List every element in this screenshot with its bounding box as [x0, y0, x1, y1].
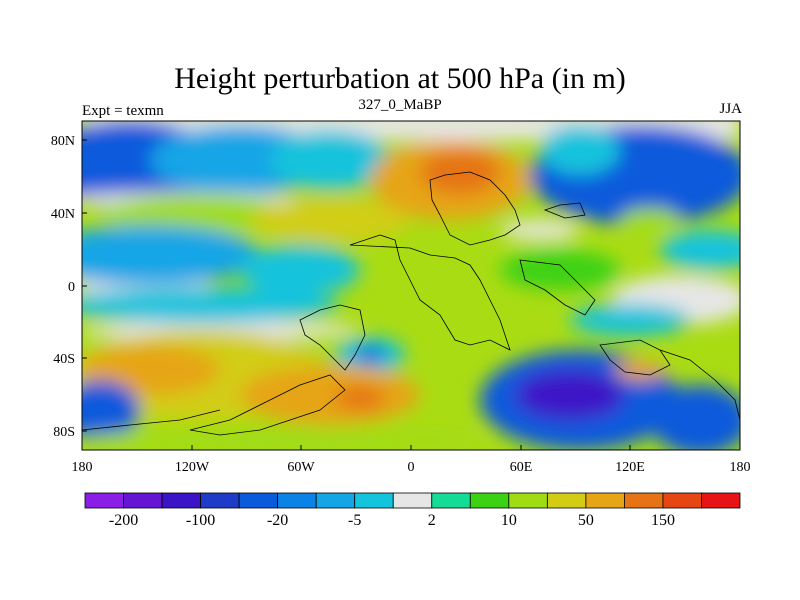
x-tick-label: 120W — [175, 460, 210, 475]
field-blobs — [82, 121, 740, 450]
colorbar-swatch — [315, 492, 356, 509]
colorbar-swatch — [200, 492, 240, 509]
colorbar-label: 10 — [501, 512, 517, 529]
colorbar-label: 150 — [651, 512, 675, 529]
experiment-label: Expt = texmn — [82, 103, 164, 119]
colorbar-label: -20 — [267, 512, 288, 529]
colorbar-swatch — [624, 492, 664, 509]
colorbar-swatch — [277, 492, 317, 509]
axis-ticks — [81, 139, 741, 450]
y-tick-label: 40N — [51, 207, 75, 222]
colorbar-swatch — [546, 492, 587, 509]
colorbar-swatch — [585, 492, 625, 509]
colorbar-swatch — [431, 492, 471, 509]
colorbar — [84, 492, 741, 509]
height-field — [82, 121, 740, 450]
y-tick-label: 80S — [53, 425, 75, 440]
x-tick-label: 180 — [730, 460, 751, 475]
colorbar-swatch — [701, 492, 741, 509]
colorbar-labels: -200 -100 -20 -5 2 10 50 150 — [109, 512, 675, 529]
colorbar-swatch — [354, 492, 394, 509]
season-label: JJA — [719, 101, 742, 117]
colorbar-swatch — [84, 492, 124, 509]
colorbar-label: 50 — [578, 512, 594, 529]
x-tick-label: 120E — [615, 460, 645, 475]
colorbar-label: -100 — [186, 512, 215, 529]
colorbar-swatch — [662, 492, 702, 509]
x-tick-label: 180 — [72, 460, 93, 475]
colorbar-swatch — [508, 492, 548, 509]
y-tick-label: 0 — [68, 280, 75, 295]
colorbar-label: -5 — [348, 512, 361, 529]
colorbar-label: -200 — [109, 512, 138, 529]
colorbar-label: 2 — [428, 512, 436, 529]
coastlines — [82, 171, 740, 436]
case-label: 327_0_MaBP — [358, 97, 442, 113]
colorbar-swatch — [469, 492, 510, 509]
x-tick-label: 60W — [287, 460, 315, 475]
y-tick-label: 80N — [51, 134, 75, 149]
y-tick-label: 40S — [53, 352, 75, 367]
colorbar-swatch — [392, 492, 433, 509]
chart-title: Height perturbation at 500 hPa (in m) — [174, 62, 626, 95]
colorbar-swatch — [161, 492, 201, 509]
colorbar-swatch — [123, 492, 163, 509]
colorbar-swatch — [238, 492, 279, 509]
x-tick-label: 60E — [510, 460, 533, 475]
x-tick-label: 0 — [408, 460, 415, 475]
